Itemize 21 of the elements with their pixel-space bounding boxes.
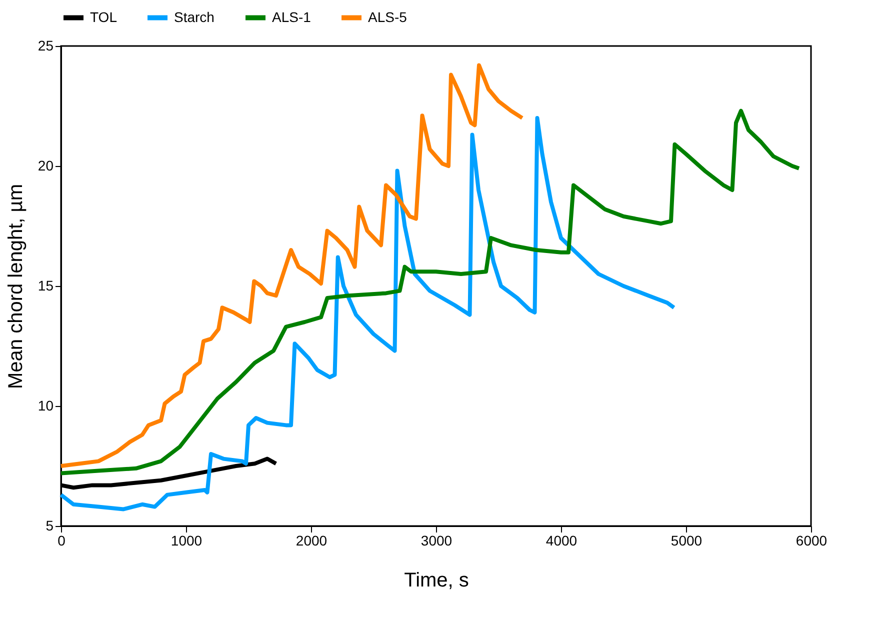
x-tick-label: 5000: [670, 532, 702, 548]
x-tick-label: 0: [58, 532, 66, 548]
line-series: [59, 108, 801, 476]
x-tick-label: 3000: [420, 532, 452, 548]
y-tick-label: 5: [46, 518, 54, 534]
x-axis-title: Time, s: [404, 570, 469, 592]
y-tick-label: 10: [38, 398, 54, 414]
line-series: [59, 116, 676, 512]
legend-label: TOL: [90, 8, 118, 25]
legend-label: ALS-1: [272, 8, 312, 25]
y-tick-label: 15: [38, 278, 54, 294]
line-series: [59, 63, 524, 468]
x-tick-label: 6000: [796, 532, 828, 548]
y-tick-label: 25: [38, 38, 54, 54]
x-tick-label: 4000: [546, 532, 578, 548]
y-tick-label: 20: [38, 158, 54, 174]
x-tick-label: 2000: [296, 532, 328, 548]
y-axis-title: Mean chord lenght, µm: [4, 184, 27, 389]
x-tick-label: 1000: [170, 532, 202, 548]
legend-label: Starch: [174, 8, 214, 25]
legend-label: ALS-5: [368, 8, 408, 25]
